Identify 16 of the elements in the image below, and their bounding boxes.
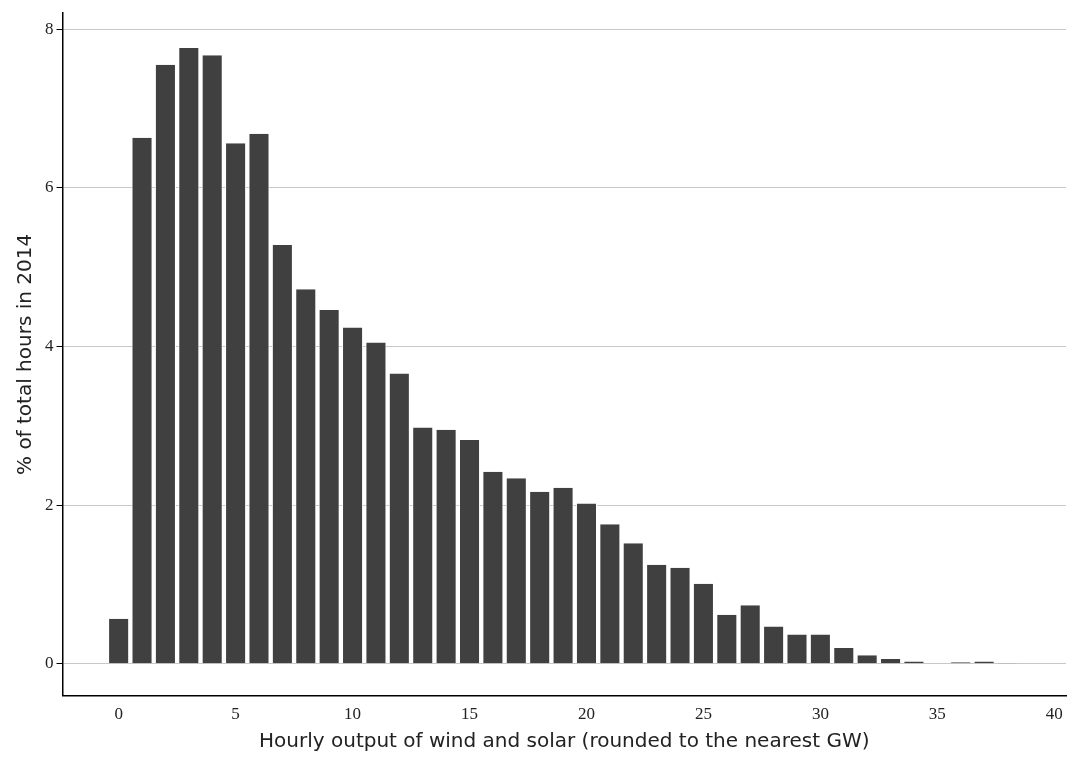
x-tick-label: 30: [811, 704, 829, 724]
x-tick-label: 25: [694, 704, 712, 724]
y-axis-title: % of total hours in 2014: [12, 233, 37, 475]
x-tick-label: 15: [461, 704, 479, 724]
x-tick-label: 5: [231, 704, 240, 724]
x-tick-label: 40: [1045, 704, 1063, 724]
y-tick-label: 8: [45, 18, 54, 38]
x-tick-label: 0: [114, 704, 123, 724]
x-tick-label: 20: [577, 704, 595, 724]
y-tick-label: 6: [45, 177, 54, 197]
x-tick-label: 10: [344, 704, 362, 724]
y-tick-label: 2: [45, 494, 54, 514]
x-tick-label: 35: [928, 704, 946, 724]
y-tick-label: 0: [45, 653, 54, 673]
x-axis-title: Hourly output of wind and solar (rounded to the nearest GW): [259, 728, 870, 753]
y-tick-label: 4: [45, 335, 54, 355]
